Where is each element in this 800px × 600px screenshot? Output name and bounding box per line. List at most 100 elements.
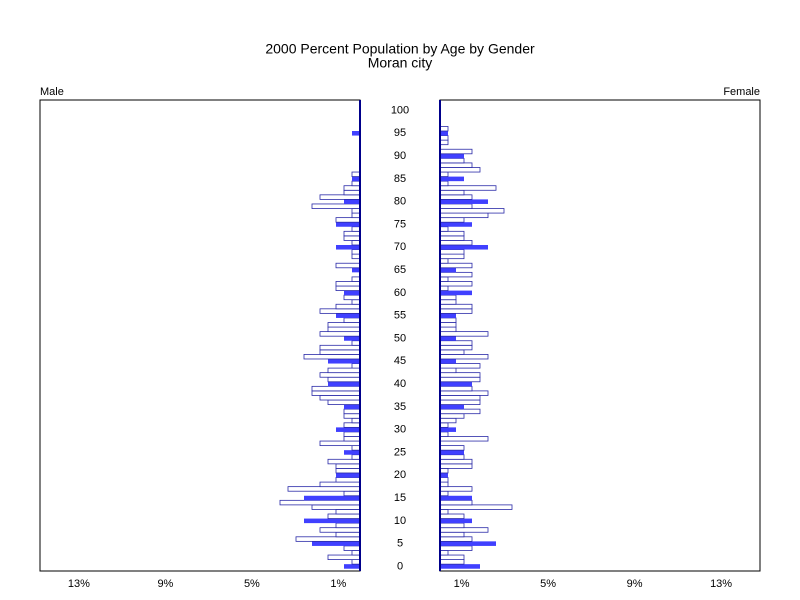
bar [351, 299, 361, 305]
bar [439, 194, 473, 200]
bar [335, 463, 361, 469]
bar [327, 322, 361, 328]
bar [439, 294, 457, 301]
bar [335, 303, 361, 310]
age-tick-label: 30 [394, 424, 406, 436]
bar [351, 445, 361, 451]
bar [304, 495, 360, 501]
bar [439, 509, 449, 515]
chart-title: 2000 Percent Population by Age by Gender [265, 41, 535, 57]
bar [439, 436, 489, 442]
age-tick-label: 55 [394, 310, 406, 322]
bar [343, 189, 361, 196]
age-tick-label: 10 [394, 515, 406, 527]
bar [440, 358, 456, 364]
bar [319, 395, 361, 401]
bar [351, 363, 361, 369]
bar [351, 559, 361, 565]
bar [335, 262, 361, 269]
bar [327, 554, 361, 561]
bar [295, 536, 361, 542]
bar [439, 445, 465, 451]
bar [351, 208, 361, 214]
bar [343, 230, 361, 237]
bar [328, 381, 360, 387]
legend-label: Female [723, 86, 760, 98]
bar [439, 522, 465, 529]
bar [335, 522, 361, 529]
bar [327, 399, 361, 405]
age-tick-label: 100 [391, 104, 409, 116]
bar [440, 244, 488, 250]
age-tick-label: 20 [394, 469, 406, 481]
bar [439, 157, 465, 164]
bar [351, 249, 361, 255]
bar [343, 490, 361, 497]
bar [439, 235, 465, 241]
age-tick-label: 95 [394, 127, 406, 139]
bar [439, 230, 465, 237]
bar [439, 276, 449, 282]
age-tick-label: 15 [394, 492, 406, 504]
bar [440, 518, 472, 524]
bar [439, 372, 481, 378]
bar [439, 326, 457, 333]
age-tick-label: 25 [394, 446, 406, 458]
bar [279, 499, 361, 506]
bar [439, 468, 449, 474]
bar [327, 376, 361, 383]
age-tick-label: 50 [394, 332, 406, 344]
bar [439, 322, 457, 328]
bar [351, 340, 361, 346]
bar [319, 344, 361, 351]
bar [439, 363, 481, 369]
bar [440, 199, 488, 204]
bar [439, 185, 497, 191]
bar [439, 399, 481, 405]
age-tick-label: 60 [394, 287, 406, 299]
bar [439, 331, 489, 337]
bar [439, 226, 449, 232]
bar [439, 550, 449, 556]
bar [440, 290, 472, 296]
bar [351, 212, 361, 219]
bar [440, 131, 448, 136]
bar [440, 427, 456, 432]
bar [319, 308, 361, 314]
bar [311, 385, 361, 392]
bar [352, 131, 360, 136]
x-tick-label: 1% [330, 578, 346, 590]
bar [439, 490, 449, 497]
bar [335, 477, 361, 483]
bar [439, 162, 473, 168]
bar [440, 267, 456, 273]
age-tick-label: 70 [394, 241, 406, 253]
bar [439, 367, 457, 374]
bar [344, 564, 360, 569]
bar [327, 513, 361, 519]
bar [344, 450, 360, 455]
bar [311, 504, 361, 510]
bar [328, 358, 360, 364]
bar [439, 422, 449, 428]
bar [319, 349, 361, 355]
bar [351, 454, 361, 460]
bar [440, 450, 464, 455]
bar [439, 139, 449, 146]
bar [439, 212, 489, 219]
bar [439, 299, 457, 305]
bar [351, 171, 361, 178]
bar [335, 281, 361, 287]
x-tick-label: 1% [454, 578, 470, 590]
bar [440, 495, 472, 501]
bar [439, 481, 449, 488]
bar [440, 176, 464, 182]
x-tick-label: 9% [627, 578, 643, 590]
bar [439, 189, 465, 196]
bar [439, 395, 481, 401]
bar [439, 258, 449, 264]
age-tick-label: 80 [394, 196, 406, 208]
bar [319, 331, 361, 337]
bar [327, 458, 361, 465]
